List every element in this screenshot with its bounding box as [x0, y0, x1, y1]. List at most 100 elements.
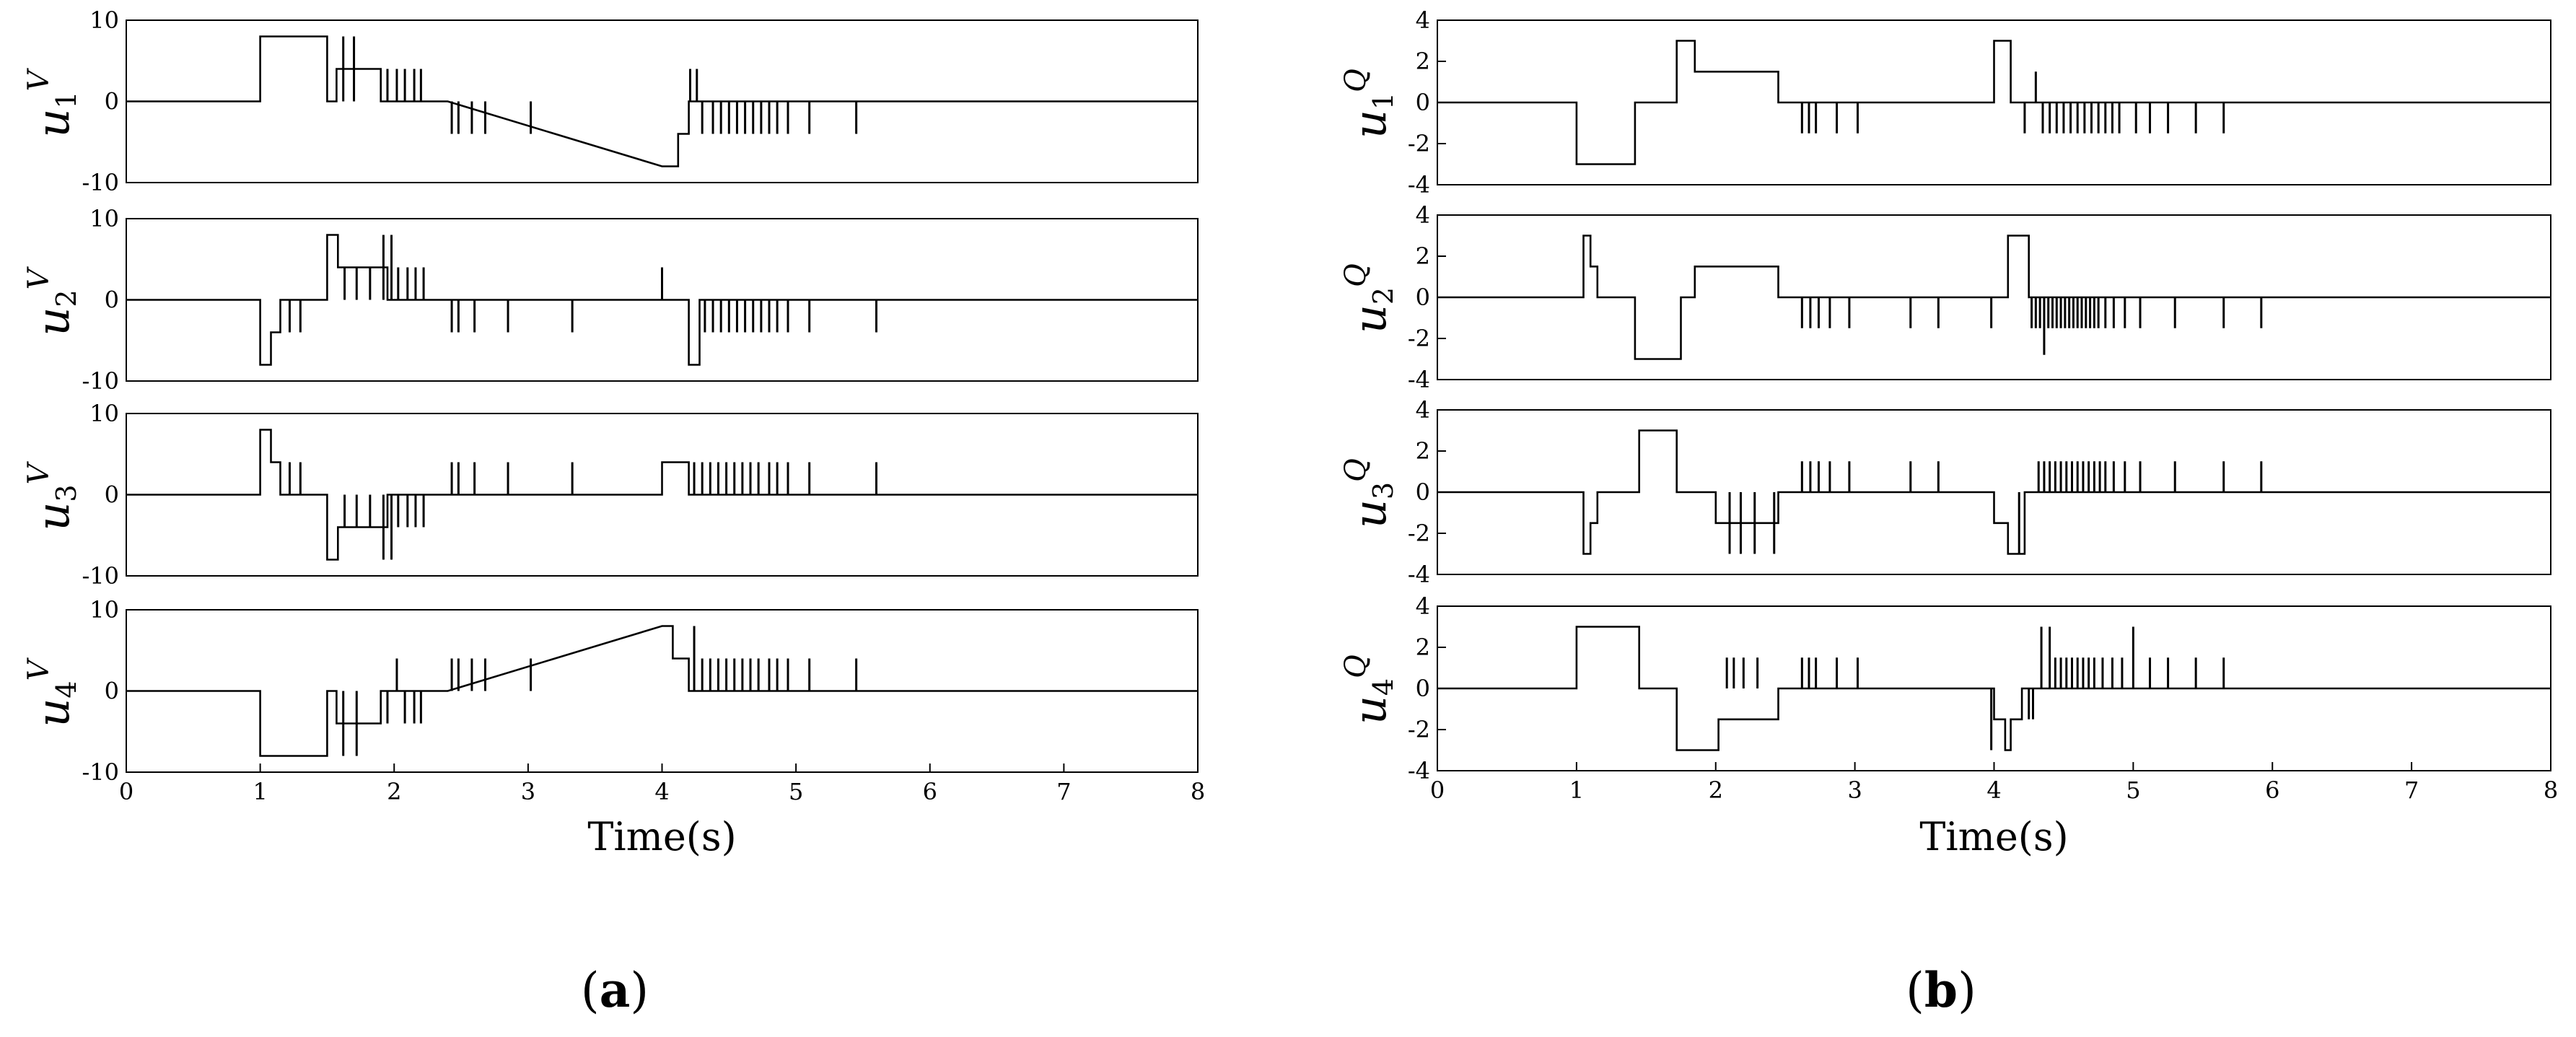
y-tick-label: -2 — [1408, 520, 1430, 547]
y-axis-label-base: u — [1344, 499, 1396, 528]
series-line — [1437, 235, 2551, 360]
series-line — [126, 35, 1198, 167]
y-tick-label: 2 — [1416, 634, 1430, 661]
y-axis-label: u1Q — [1339, 69, 1399, 139]
y-axis-label-sup: V — [22, 460, 56, 484]
series-line — [126, 625, 1198, 757]
x-axis-title: Time(s) — [1919, 814, 2068, 859]
x-tick-label: 7 — [1056, 778, 1071, 805]
x-tick-label: 2 — [387, 778, 401, 805]
y-tick-label: -10 — [82, 758, 119, 786]
x-tick-label: 3 — [521, 778, 535, 805]
y-tick-label: -2 — [1408, 130, 1430, 157]
y-tick-label: 0 — [105, 678, 119, 705]
y-tick-label: 0 — [105, 481, 119, 509]
y-axis-label-sub: 3 — [51, 484, 82, 502]
y-axis-label-base: u — [27, 502, 79, 531]
y-axis-label: u2Q — [1339, 263, 1399, 333]
y-tick-label: 10 — [89, 400, 119, 427]
x-tick-label: 5 — [789, 778, 803, 805]
series-line — [126, 234, 1198, 366]
y-axis-label-sup: V — [22, 657, 56, 681]
panel-label-letter: b — [1924, 962, 1958, 1018]
panel-label: (a) — [581, 962, 649, 1018]
y-axis-label-base: u — [1344, 110, 1396, 139]
y-tick-label: -4 — [1408, 366, 1430, 393]
subplot-b-1: 4 2 0 -2 -4 u1Q — [1339, 6, 2551, 198]
y-tick-label: 0 — [105, 88, 119, 115]
y-axis-label-sub: 4 — [51, 681, 82, 698]
panel-label-close: ) — [1958, 963, 1976, 1018]
x-tick-label: 8 — [1191, 778, 1205, 805]
y-tick-label: 4 — [1416, 201, 1430, 229]
y-tick-label: 0 — [1416, 89, 1430, 116]
chart-panel-b: 420-2-4u1Q420-2-4u2Q420-2-4u3Q420-2-4u4Q… — [1339, 6, 2558, 1018]
y-axis-label-base: u — [1344, 305, 1396, 333]
y-axis-label: u2V — [22, 266, 82, 336]
x-tick-label: 6 — [2265, 776, 2279, 804]
series-line — [1437, 429, 2551, 555]
y-axis-label: u4Q — [1339, 655, 1399, 725]
x-tick-label: 2 — [1709, 776, 1723, 804]
x-tick-label: 7 — [2404, 776, 2419, 804]
y-axis-label: u1V — [22, 67, 82, 137]
y-tick-label: -2 — [1408, 716, 1430, 743]
y-tick-label: 0 — [105, 286, 119, 314]
y-tick-label: 2 — [1416, 242, 1430, 270]
panel-label-open: ( — [1906, 963, 1924, 1018]
x-tick-label: 1 — [1569, 776, 1584, 804]
panel-label-close: ) — [630, 963, 649, 1018]
y-axis-label-sup: Q — [1339, 263, 1372, 287]
y-tick-label: 4 — [1416, 592, 1430, 620]
x-tick-label: 4 — [654, 778, 669, 805]
x-tick-label: 1 — [253, 778, 267, 805]
y-tick-label: -4 — [1408, 561, 1430, 588]
series-line — [1437, 626, 2551, 751]
y-axis-label-sub: 2 — [51, 289, 82, 307]
y-axis-label-sub: 2 — [1367, 287, 1399, 305]
y-tick-label: 10 — [89, 205, 119, 232]
y-tick-label: 4 — [1416, 6, 1430, 34]
subplot-a-3: 10 0 -10 u3V — [22, 400, 1199, 590]
subplot-a-2: 10 0 -10 u2V — [22, 205, 1199, 395]
y-tick-label: 10 — [89, 6, 119, 34]
y-axis-label-sup: V — [22, 266, 56, 289]
x-tick-label: 5 — [2126, 776, 2140, 804]
y-axis-label-sup: Q — [1339, 458, 1372, 482]
y-tick-label: 4 — [1416, 396, 1430, 424]
x-tick-label: 0 — [119, 778, 133, 805]
y-axis-label-sup: V — [22, 67, 56, 91]
panel-label-letter: a — [600, 962, 631, 1018]
y-axis-label: u3V — [22, 460, 82, 530]
y-axis-label-base: u — [27, 109, 79, 138]
y-tick-label: 2 — [1416, 437, 1430, 465]
y-axis-label-sup: Q — [1339, 655, 1372, 678]
y-axis-label-sub: 4 — [1367, 678, 1399, 696]
series-line — [126, 429, 1198, 561]
y-axis-label-base: u — [27, 699, 79, 727]
y-axis-label: u3Q — [1339, 458, 1399, 528]
x-tick-label: 6 — [923, 778, 937, 805]
y-tick-label: -10 — [82, 562, 119, 590]
x-tick-label: 8 — [2544, 776, 2558, 804]
y-axis-label-sub: 3 — [1367, 482, 1399, 499]
y-axis-label: u4V — [22, 657, 82, 727]
series-line — [1437, 40, 2551, 165]
x-tick-label: 0 — [1430, 776, 1445, 804]
y-axis-label-base: u — [27, 307, 79, 336]
x-tick-label: 3 — [1847, 776, 1862, 804]
subplot-a-1: 10 0 -10 u1V — [22, 6, 1199, 196]
y-tick-label: 0 — [1416, 284, 1430, 311]
y-tick-label: -4 — [1408, 757, 1430, 784]
y-axis-label-sub: 1 — [1367, 92, 1399, 110]
y-tick-label: 10 — [89, 596, 119, 623]
y-axis-label-sub: 1 — [51, 91, 82, 108]
y-tick-label: 0 — [1416, 675, 1430, 702]
x-axis-title: Time(s) — [587, 814, 736, 859]
